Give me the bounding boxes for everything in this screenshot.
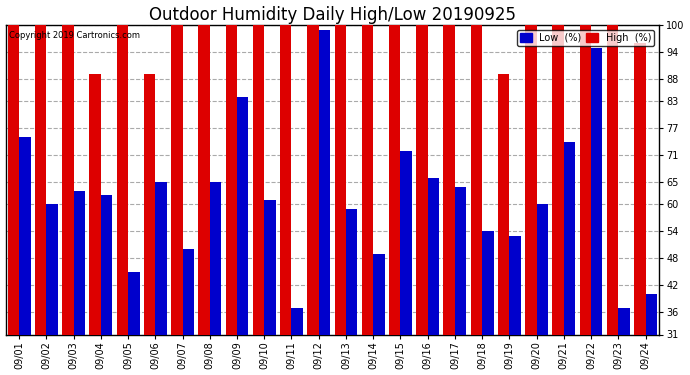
Bar xyxy=(634,43,646,375)
Bar xyxy=(62,25,74,375)
Bar xyxy=(373,254,384,375)
Bar xyxy=(8,25,19,375)
Bar xyxy=(291,308,303,375)
Text: Copyright 2019 Cartronics.com: Copyright 2019 Cartronics.com xyxy=(9,31,140,40)
Bar xyxy=(35,25,46,375)
Title: Outdoor Humidity Daily High/Low 20190925: Outdoor Humidity Daily High/Low 20190925 xyxy=(149,6,516,24)
Bar xyxy=(144,74,155,375)
Bar xyxy=(553,25,564,375)
Bar xyxy=(198,25,210,375)
Bar xyxy=(226,25,237,375)
Bar xyxy=(171,25,183,375)
Bar xyxy=(525,25,537,375)
Bar xyxy=(646,294,657,375)
Bar xyxy=(482,231,493,375)
Bar xyxy=(46,204,58,375)
Bar xyxy=(155,182,167,375)
Bar xyxy=(498,74,509,375)
Bar xyxy=(237,97,248,375)
Bar xyxy=(319,30,330,375)
Bar xyxy=(444,25,455,375)
Bar xyxy=(591,48,602,375)
Bar xyxy=(509,236,521,375)
Bar xyxy=(362,25,373,375)
Bar xyxy=(416,25,428,375)
Bar xyxy=(346,209,357,375)
Bar xyxy=(280,25,291,375)
Bar xyxy=(19,137,30,375)
Bar xyxy=(580,25,591,375)
Bar xyxy=(90,74,101,375)
Bar xyxy=(389,25,400,375)
Bar xyxy=(607,25,618,375)
Bar xyxy=(101,195,112,375)
Bar xyxy=(455,186,466,375)
Bar xyxy=(335,25,346,375)
Bar xyxy=(210,182,221,375)
Bar xyxy=(253,25,264,375)
Bar xyxy=(264,200,276,375)
Bar xyxy=(117,25,128,375)
Bar xyxy=(618,308,630,375)
Legend: Low  (%), High  (%): Low (%), High (%) xyxy=(517,30,654,46)
Bar xyxy=(307,25,319,375)
Bar xyxy=(400,151,412,375)
Bar xyxy=(428,178,439,375)
Bar xyxy=(564,142,575,375)
Bar xyxy=(128,272,139,375)
Bar xyxy=(74,191,85,375)
Bar xyxy=(537,204,548,375)
Bar xyxy=(471,25,482,375)
Bar xyxy=(183,249,194,375)
